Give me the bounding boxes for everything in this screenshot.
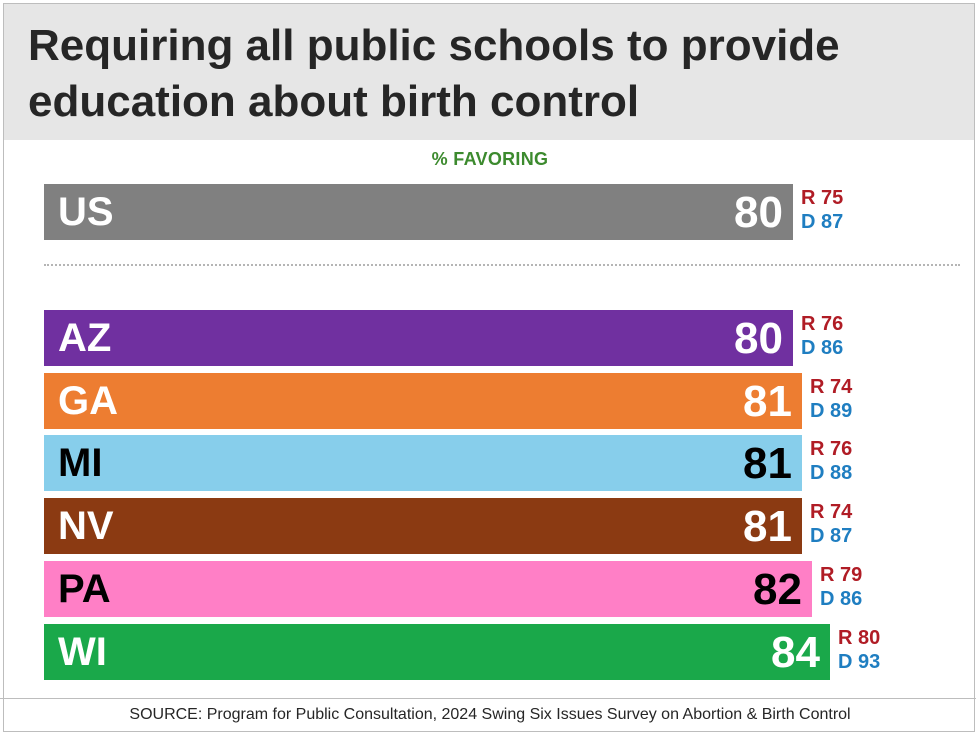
democrat-value-az: D 86 (801, 337, 844, 359)
democrat-value-us: D 87 (801, 211, 844, 233)
democrat-value-wi: D 93 (838, 651, 881, 673)
bar-label-mi: MI (58, 441, 103, 485)
bar-label-ga: GA (58, 379, 118, 423)
bar-label-wi: WI (58, 630, 107, 674)
bar-az: AZ 80 (44, 310, 793, 366)
party-breakdown-az: R 76 D 86 (801, 312, 843, 360)
bar-label-pa: PA (58, 567, 111, 611)
bar-value-mi: 81 (743, 439, 792, 488)
party-breakdown-pa: R 79 D 86 (820, 563, 862, 611)
bar-label-az: AZ (58, 316, 112, 360)
party-breakdown-wi: R 80 D 93 (838, 626, 880, 674)
bar-ga: GA 81 (44, 373, 802, 429)
bar-mi: MI 81 (44, 435, 802, 491)
republican-value-ga: R 74 (810, 376, 853, 398)
party-breakdown-us: R 75 D 87 (801, 186, 843, 234)
republican-value-us: R 75 (801, 187, 844, 209)
bar-value-wi: 84 (771, 628, 820, 677)
bar-label-nv: NV (58, 504, 114, 548)
democrat-value-pa: D 86 (820, 588, 863, 610)
republican-value-pa: R 79 (820, 564, 863, 586)
democrat-value-mi: D 88 (810, 462, 853, 484)
democrat-value-ga: D 89 (810, 400, 853, 422)
republican-value-nv: R 74 (810, 501, 853, 523)
republican-value-az: R 76 (801, 313, 844, 335)
bar-us: US 80 (44, 184, 793, 240)
democrat-value-nv: D 87 (810, 525, 853, 547)
bar-wi: WI 84 (44, 624, 830, 680)
bar-value-az: 80 (734, 314, 783, 363)
bar-label-us: US (58, 190, 114, 234)
bar-value-pa: 82 (753, 565, 802, 614)
party-breakdown-ga: R 74 D 89 (810, 375, 852, 423)
source-divider (0, 698, 976, 699)
bar-value-us: 80 (734, 188, 783, 237)
chart-subtitle: % FAVORING (431, 149, 549, 169)
party-breakdown-nv: R 74 D 87 (810, 500, 852, 548)
party-breakdown-mi: R 76 D 88 (810, 437, 852, 485)
bar-pa: PA 82 (44, 561, 812, 617)
us-states-divider (44, 264, 960, 266)
republican-value-wi: R 80 (838, 627, 881, 649)
chart-title: Requiring all public schools to provide … (28, 21, 840, 126)
bar-value-nv: 81 (743, 502, 792, 551)
bar-value-ga: 81 (743, 377, 792, 426)
source-note: SOURCE: Program for Public Consultation,… (129, 706, 851, 723)
bar-nv: NV 81 (44, 498, 802, 554)
republican-value-mi: R 76 (810, 438, 853, 460)
title-band: Requiring all public schools to provide … (4, 4, 974, 140)
